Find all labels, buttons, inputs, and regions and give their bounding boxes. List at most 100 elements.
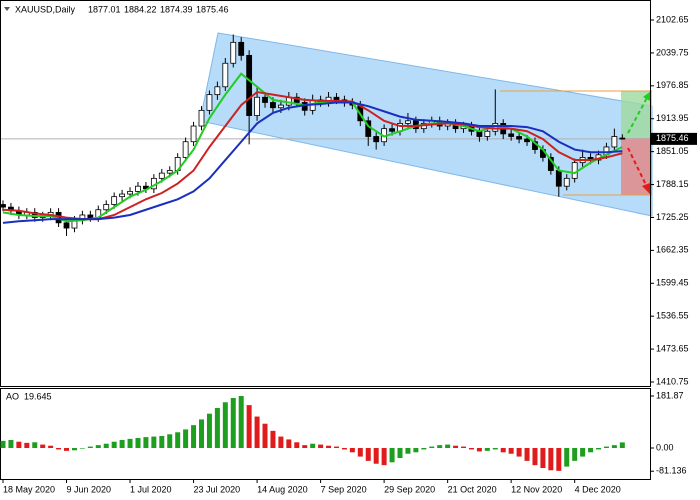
ohlc-low: 1874.39 (160, 4, 193, 14)
ao-bar (548, 448, 554, 471)
ao-bar (453, 445, 459, 449)
ao-bar (222, 402, 228, 449)
ao-bar (500, 448, 506, 453)
ao-bar (24, 442, 30, 449)
candle-body (182, 141, 189, 158)
y-tick-label: 1536.55 (656, 311, 689, 321)
x-tick-label: 29 Sep 2020 (384, 484, 435, 494)
ao-bar (143, 437, 149, 449)
down-arrow-head (642, 183, 650, 194)
candle-body (389, 128, 395, 132)
ao-bar (206, 413, 212, 449)
candle-body (135, 185, 141, 192)
ao-bar (71, 448, 77, 451)
candle-body (119, 193, 125, 198)
x-tick-label: 9 Jun 2020 (67, 484, 112, 494)
candle-body (301, 102, 308, 111)
candle-body (405, 120, 411, 124)
ao-bar (214, 407, 220, 449)
ao-bar (318, 444, 324, 449)
candle-body (254, 96, 260, 116)
ao-bar (230, 397, 236, 449)
ao-bar (421, 448, 427, 450)
ao-bar (294, 442, 300, 449)
ao-bar (262, 423, 268, 449)
candle-body (87, 214, 94, 218)
ao-bar (516, 448, 522, 457)
candle-body (270, 102, 276, 109)
ao-bar (603, 446, 609, 449)
ao-bar (540, 448, 546, 469)
ao-bar (476, 448, 482, 452)
ao-bar (286, 439, 292, 449)
ao-bar (119, 440, 125, 449)
candle-body (611, 136, 618, 148)
ohlc-open: 1877.01 (88, 4, 121, 14)
ao-bar (246, 405, 252, 449)
ao-bar (524, 448, 530, 461)
x-tick-label: 14 Aug 2020 (257, 484, 308, 494)
x-tick-label: 7 Sep 2020 (321, 484, 367, 494)
ao-bar (8, 440, 14, 449)
indicator-frame (0, 388, 651, 480)
ao-bar (508, 448, 514, 454)
ao-bar (413, 448, 419, 453)
candle-body (238, 41, 245, 56)
symbol-icon (4, 7, 10, 11)
x-tick-label: 18 May 2020 (3, 484, 55, 494)
x-tick-label: 21 Oct 2020 (448, 484, 497, 494)
ao-bar (183, 429, 189, 449)
candle-body (214, 86, 221, 96)
ao-bar (333, 446, 339, 449)
candle-body (103, 204, 110, 211)
candle-body (222, 62, 229, 88)
ao-bar (484, 448, 490, 451)
y-tick-label: 1851.05 (656, 146, 689, 156)
x-tick-label: 23 Jul 2020 (194, 484, 241, 494)
ao-bar (16, 441, 22, 449)
y-tick-label: 1473.65 (656, 343, 689, 353)
ao-bar (588, 448, 594, 453)
ohlc-close: 1875.46 (196, 4, 229, 14)
ao-bar (397, 448, 403, 459)
indicator-name: AO (6, 391, 19, 401)
candle-body (555, 170, 562, 187)
current-price-label: 1875.46 (656, 133, 689, 143)
current-price-badge (651, 132, 697, 145)
ao-bar (64, 448, 70, 451)
up-arrow-head (643, 91, 651, 101)
candle-body (158, 172, 165, 179)
y-tick-label: 1788.15 (656, 179, 689, 189)
candle-body (63, 222, 70, 229)
ao-bar (151, 436, 157, 449)
y-tick-label: 1913.95 (656, 113, 689, 123)
ao-bar (135, 438, 141, 449)
ao-bar (532, 448, 538, 466)
ao-bar (175, 432, 181, 449)
ao-bar (572, 448, 578, 461)
ao-bar (341, 448, 347, 450)
y-tick-label: 1976.85 (656, 80, 689, 90)
up-arrow (627, 95, 649, 134)
ao-bar (429, 446, 435, 449)
candle-body (262, 96, 268, 103)
ao-bar (596, 448, 601, 450)
y-tick-label: 0.00 (656, 442, 674, 452)
ao-bar (468, 448, 474, 450)
down-arrow (627, 147, 648, 188)
ao-bar (326, 445, 332, 449)
ao-bar (48, 445, 54, 449)
ao-bar (56, 448, 62, 450)
candle-body (190, 125, 197, 143)
candle-body (198, 109, 205, 127)
candle-body (246, 55, 253, 116)
y-tick-label: -81.136 (656, 466, 687, 476)
candle-body (571, 162, 578, 179)
candle-body (508, 133, 515, 137)
symbol: XAUUSD,Daily (15, 4, 76, 14)
candle-body (127, 191, 133, 195)
candle-body (524, 138, 530, 143)
ao-bar (103, 443, 109, 449)
ao-bar (191, 425, 197, 449)
ao-bar (373, 448, 379, 464)
